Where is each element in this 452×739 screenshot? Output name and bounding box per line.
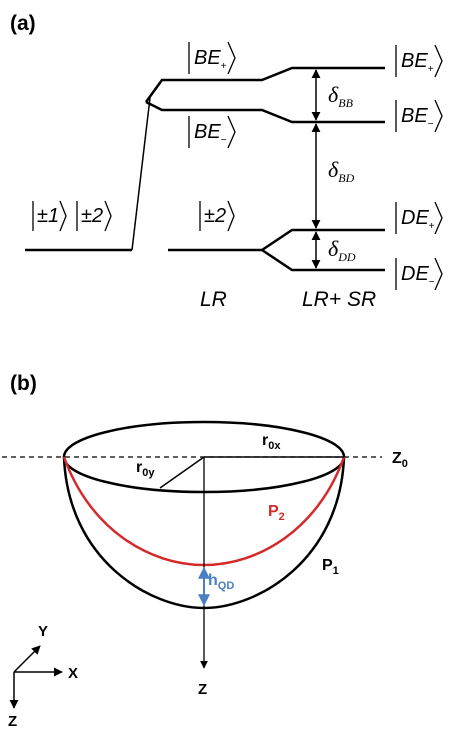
label-lr-sr: LR+ SR bbox=[302, 288, 376, 311]
panel-b-label: (b) bbox=[10, 372, 37, 395]
delta-dd-label: δDD bbox=[328, 236, 356, 264]
ket-de-minus: DE− bbox=[395, 257, 443, 291]
delta-bb-label: δBB bbox=[328, 82, 354, 110]
svg-text:DE−: DE− bbox=[401, 263, 435, 288]
level-be-minus bbox=[145, 100, 385, 124]
ket-be-minus: BE− bbox=[188, 115, 236, 149]
ket-be-minus-right: BE− bbox=[395, 99, 443, 133]
svg-text:BE−: BE− bbox=[401, 105, 434, 130]
ket-de-plus: DE+ bbox=[395, 201, 443, 235]
level-be-plus bbox=[144, 66, 385, 103]
svg-text:±2: ±2 bbox=[204, 205, 226, 227]
label-z0: Z0 bbox=[392, 450, 408, 470]
ket-pm1: ±1 bbox=[32, 200, 67, 232]
panel-b: (b) r0x r0y Z0 P2 P1 hQD Z Y X Z bbox=[2, 372, 408, 730]
triad-y-arrow bbox=[13, 645, 41, 673]
label-hqd: hQD bbox=[208, 572, 234, 592]
coordinate-triad: Y X Z bbox=[8, 623, 78, 730]
label-p1: P1 bbox=[322, 557, 339, 577]
delta-bd-label: δBD bbox=[328, 157, 355, 185]
label-r0y: r0y bbox=[136, 459, 155, 479]
ket-be-plus: BE+ bbox=[188, 41, 236, 75]
svg-text:BE−: BE− bbox=[194, 121, 227, 146]
triad-z-label: Z bbox=[8, 713, 17, 730]
triad-x-label: X bbox=[68, 665, 78, 682]
label-r0x: r0x bbox=[262, 432, 281, 452]
radius-r0y bbox=[159, 456, 205, 489]
ket-pm2: ±2 bbox=[76, 200, 112, 232]
svg-text:BE+: BE+ bbox=[194, 47, 227, 72]
panel-a: (a) δBB δBD δDD ±1 ±2 bbox=[10, 12, 443, 311]
label-z-axis: Z bbox=[198, 681, 207, 698]
level-de-minus bbox=[261, 248, 385, 272]
label-lr: LR bbox=[200, 288, 227, 311]
svg-text:±1: ±1 bbox=[37, 205, 59, 227]
triad-y-label: Y bbox=[38, 623, 48, 640]
svg-text:±2: ±2 bbox=[81, 205, 103, 227]
level-de-plus bbox=[240, 228, 385, 252]
svg-text:DE+: DE+ bbox=[401, 207, 435, 232]
ket-pm2-lr: ±2 bbox=[199, 200, 235, 232]
ket-be-plus-right: BE+ bbox=[395, 44, 443, 78]
svg-text:BE+: BE+ bbox=[401, 50, 434, 75]
transition-line bbox=[131, 97, 151, 251]
panel-a-label: (a) bbox=[10, 12, 36, 35]
label-p2: P2 bbox=[268, 503, 285, 523]
